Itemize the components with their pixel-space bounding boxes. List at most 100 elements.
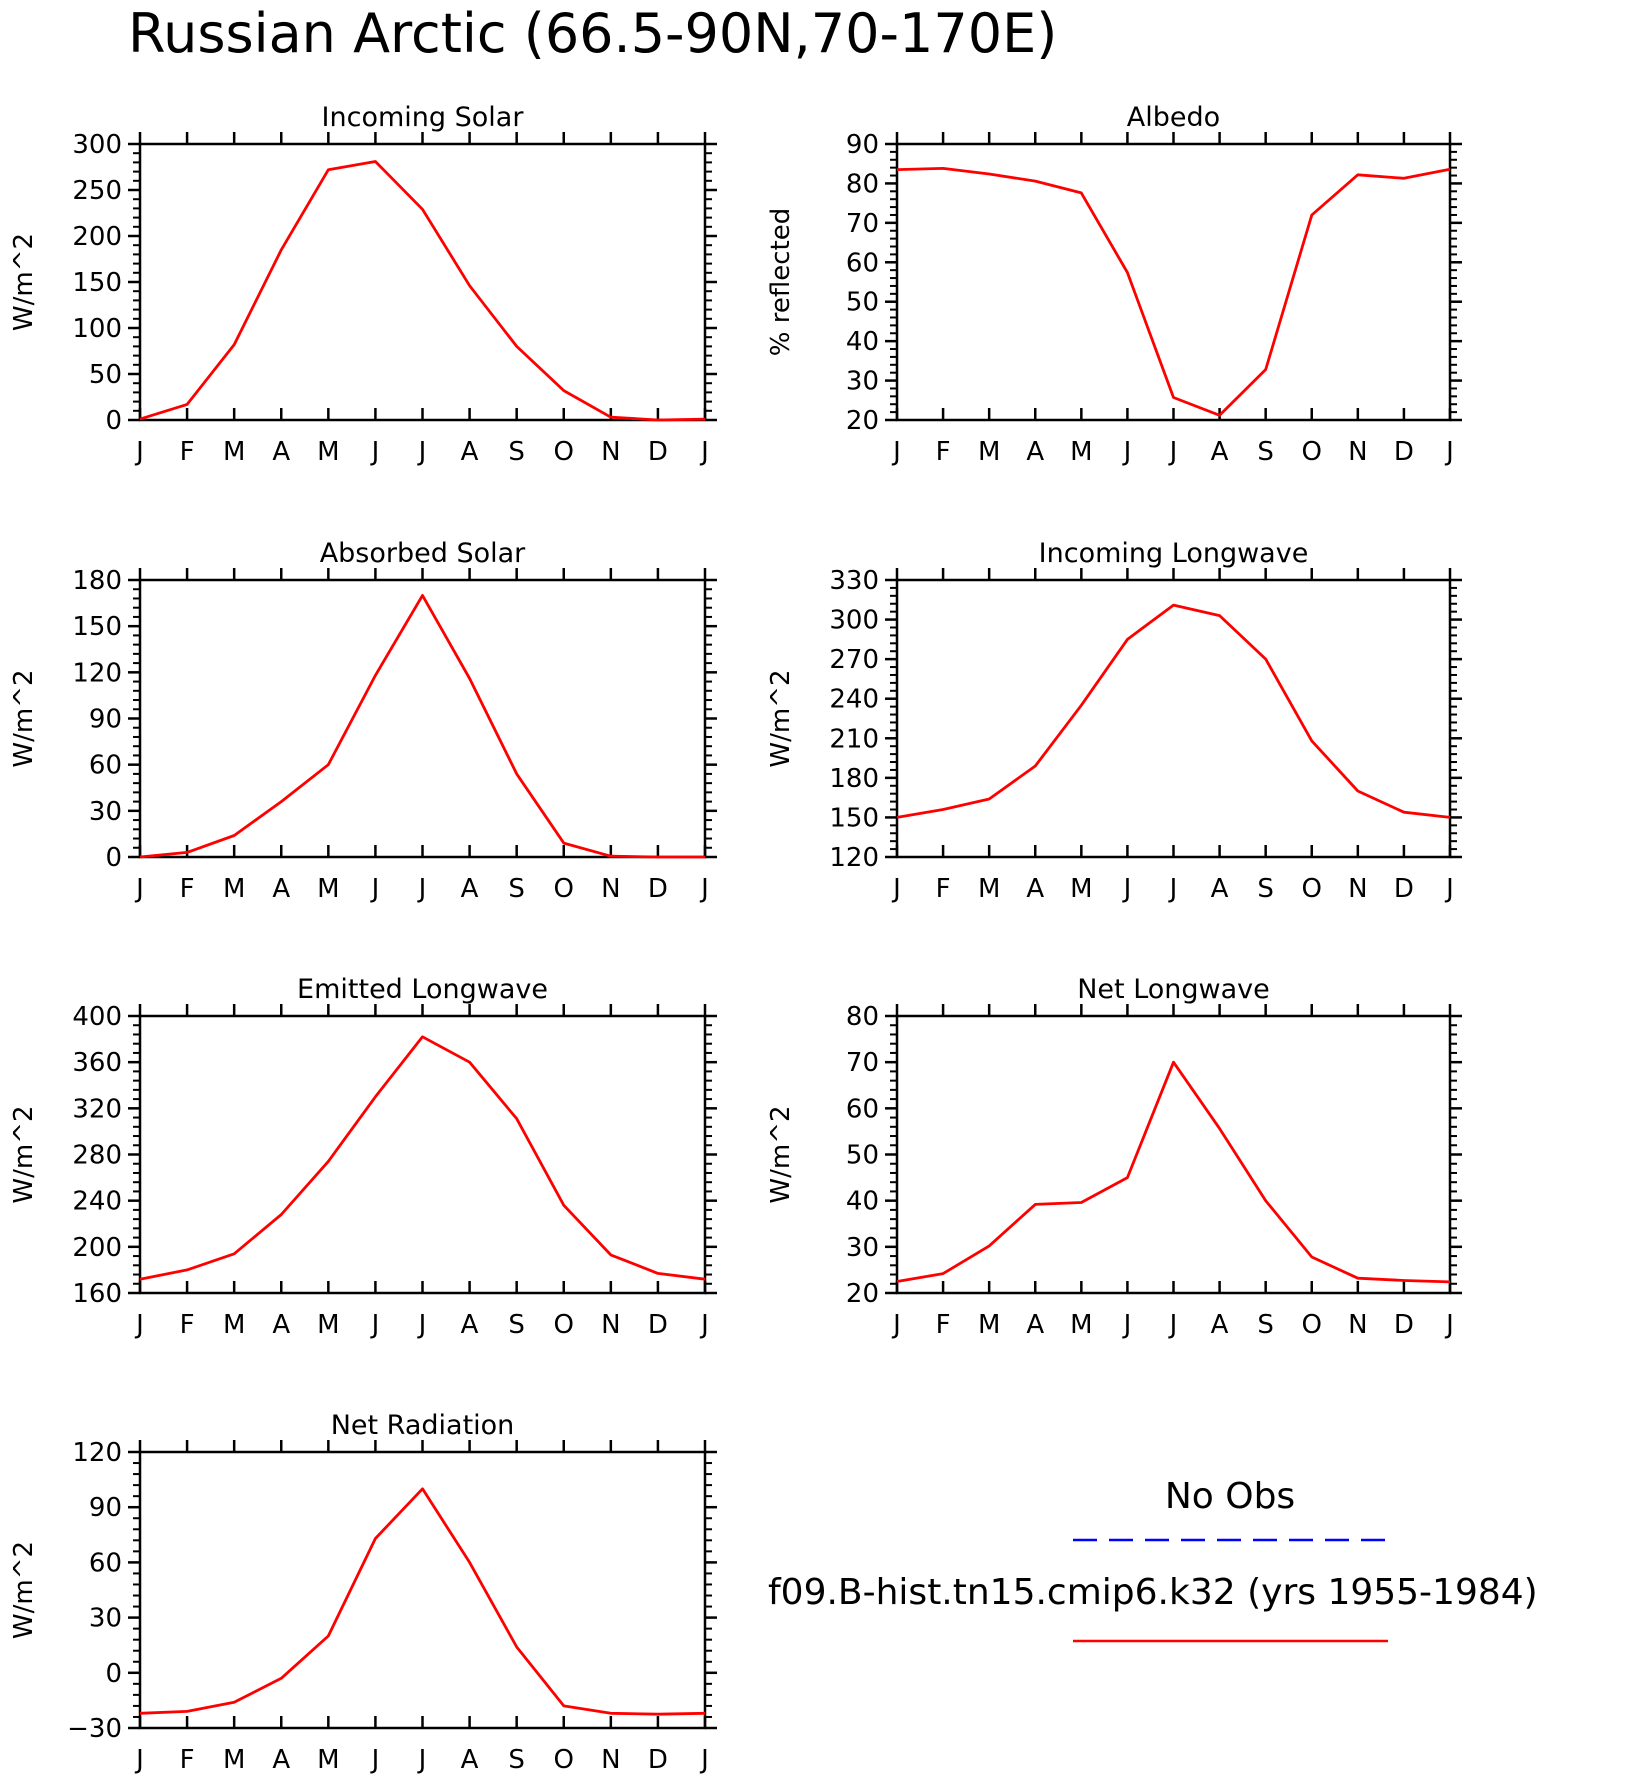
x-tick-label: M bbox=[223, 1745, 245, 1775]
y-tick-label: 320 bbox=[72, 1094, 122, 1124]
x-tick-label: S bbox=[1257, 874, 1274, 904]
x-tick-label: J bbox=[134, 1310, 144, 1340]
x-tick-label: A bbox=[461, 874, 479, 904]
x-tick-label: A bbox=[272, 874, 290, 904]
x-tick-label: M bbox=[223, 1310, 245, 1340]
x-tick-label: M bbox=[223, 874, 245, 904]
panel-title: Incoming Solar bbox=[322, 102, 525, 133]
x-tick-label: M bbox=[317, 1310, 339, 1340]
x-tick-label: J bbox=[1168, 874, 1178, 904]
x-tick-label: J bbox=[699, 1745, 709, 1775]
x-tick-label: D bbox=[648, 437, 668, 467]
x-tick-label: A bbox=[1211, 437, 1229, 467]
x-tick-label: N bbox=[601, 1745, 620, 1775]
y-axis-label: W/m^2 bbox=[766, 1105, 796, 1203]
series-line bbox=[896, 603, 1451, 819]
x-tick-label: A bbox=[1026, 437, 1044, 467]
x-tick-label: J bbox=[417, 874, 427, 904]
x-tick-label: J bbox=[891, 437, 901, 467]
panel-title: Incoming Longwave bbox=[1039, 538, 1309, 569]
y-axis-label: W/m^2 bbox=[766, 669, 796, 767]
x-tick-label: J bbox=[891, 874, 901, 904]
y-axis-label: W/m^2 bbox=[9, 233, 39, 331]
x-tick-label: A bbox=[461, 1310, 479, 1340]
y-tick-label: 60 bbox=[846, 1094, 879, 1124]
y-tick-label: 70 bbox=[846, 1048, 879, 1078]
y-tick-label: 50 bbox=[846, 288, 879, 318]
legend-obs-label: No Obs bbox=[1165, 1476, 1295, 1517]
x-tick-label: S bbox=[508, 1310, 525, 1340]
y-tick-label: 30 bbox=[89, 797, 122, 827]
y-tick-label: 50 bbox=[846, 1141, 879, 1171]
y-axis-label: % reflected bbox=[766, 208, 796, 356]
y-tick-label: 90 bbox=[89, 705, 122, 735]
y-axis-label: W/m^2 bbox=[9, 1105, 39, 1203]
x-tick-label: J bbox=[1168, 437, 1178, 467]
series-line bbox=[139, 160, 706, 422]
y-tick-label: 360 bbox=[72, 1048, 122, 1078]
x-tick-label: A bbox=[1211, 1310, 1229, 1340]
x-tick-label: D bbox=[1394, 874, 1414, 904]
plot-frame bbox=[138, 1450, 707, 1730]
y-tick-label: 300 bbox=[72, 130, 122, 160]
x-tick-label: J bbox=[891, 1310, 901, 1340]
panel-title: Net Radiation bbox=[331, 1410, 515, 1441]
y-tick-label: 150 bbox=[72, 268, 122, 298]
x-tick-label: S bbox=[508, 874, 525, 904]
y-tick-label: 80 bbox=[846, 1002, 879, 1032]
x-tick-label: N bbox=[1348, 1310, 1367, 1340]
x-tick-label: M bbox=[317, 874, 339, 904]
x-tick-label: J bbox=[1122, 1310, 1132, 1340]
y-tick-label: 160 bbox=[72, 1279, 122, 1309]
x-tick-label: M bbox=[1070, 437, 1092, 467]
x-tick-label: J bbox=[1168, 1310, 1178, 1340]
series-line bbox=[896, 1060, 1451, 1284]
y-tick-label: 70 bbox=[846, 209, 879, 239]
y-tick-label: 90 bbox=[846, 130, 879, 160]
plot-frame bbox=[138, 578, 707, 859]
x-tick-label: A bbox=[272, 1745, 290, 1775]
x-tick-label: D bbox=[648, 874, 668, 904]
x-tick-label: A bbox=[461, 1745, 479, 1775]
y-tick-label: 60 bbox=[89, 751, 122, 781]
plot-frame bbox=[895, 578, 1452, 859]
y-tick-label: 0 bbox=[105, 1659, 122, 1689]
x-tick-label: F bbox=[180, 874, 195, 904]
y-tick-label: 240 bbox=[829, 685, 879, 715]
x-tick-label: M bbox=[317, 437, 339, 467]
panel-title: Albedo bbox=[1127, 102, 1220, 133]
y-tick-label: 400 bbox=[72, 1002, 122, 1032]
x-tick-label: M bbox=[978, 437, 1000, 467]
x-tick-label: S bbox=[1257, 437, 1274, 467]
series-line bbox=[896, 166, 1451, 417]
x-tick-label: F bbox=[180, 437, 195, 467]
x-tick-label: N bbox=[1348, 437, 1367, 467]
plot-frame bbox=[895, 142, 1452, 422]
y-tick-label: 200 bbox=[72, 222, 122, 252]
x-tick-label: O bbox=[554, 437, 574, 467]
series-line bbox=[139, 594, 705, 859]
x-tick-label: N bbox=[601, 1310, 620, 1340]
x-tick-label: O bbox=[554, 874, 574, 904]
x-tick-label: O bbox=[1302, 874, 1322, 904]
x-tick-label: J bbox=[699, 437, 709, 467]
x-tick-label: M bbox=[223, 437, 245, 467]
x-tick-label: J bbox=[370, 1745, 380, 1775]
y-tick-label: 30 bbox=[846, 367, 879, 397]
y-tick-label: 270 bbox=[829, 645, 879, 675]
panel-title: Absorbed Solar bbox=[320, 538, 526, 569]
x-tick-label: J bbox=[417, 1745, 427, 1775]
series-line bbox=[139, 1487, 706, 1716]
x-tick-label: A bbox=[272, 437, 290, 467]
series-line bbox=[139, 1035, 706, 1281]
chart-panel: J F M A M J J A S O N D J120150180210240270300330Inc… bbox=[766, 538, 1462, 904]
y-axis-label: W/m^2 bbox=[9, 669, 39, 767]
x-tick-label: M bbox=[317, 1745, 339, 1775]
y-tick-label: 150 bbox=[829, 803, 879, 833]
y-tick-label: 240 bbox=[72, 1187, 122, 1217]
x-tick-label: D bbox=[1394, 437, 1414, 467]
